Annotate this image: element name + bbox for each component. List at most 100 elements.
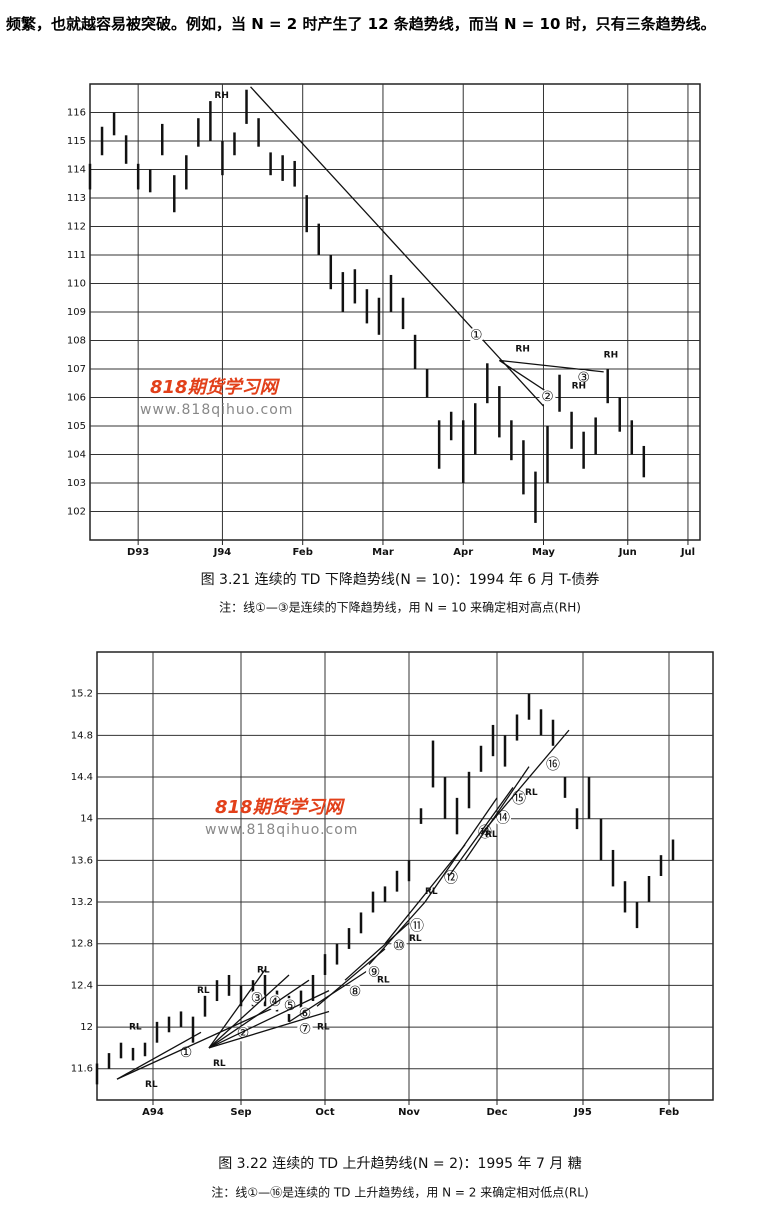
note: 注：线①—③是连续的下降趋势线，用 N = 10 来确定相对高点(RH) <box>219 600 581 615</box>
x-tick-label: D93 <box>127 547 149 558</box>
y-tick-label: 103 <box>67 478 86 489</box>
label-backdrop <box>539 389 556 406</box>
caption: 图 3.22 连续的 TD 上升趋势线(N = 2)：1995 年 7 月 糖 <box>218 1155 582 1172</box>
trendline <box>208 990 330 1049</box>
x-tick-label: Jun <box>618 547 637 558</box>
y-tick-label: 114 <box>67 165 86 176</box>
y-tick-label: 105 <box>67 421 86 432</box>
watermark-title: 818期货学习网 <box>215 797 346 818</box>
y-tick-label: 108 <box>67 336 86 347</box>
annotation: RL <box>213 1059 226 1069</box>
annotation: RL <box>317 1023 330 1033</box>
annotation: RH <box>515 345 529 355</box>
annotation: RL <box>425 887 438 897</box>
trendline-label: ⑮ <box>512 791 526 807</box>
watermark-url: www.818qihuo.com <box>140 402 293 418</box>
trendline <box>116 1031 202 1080</box>
annotation: RL <box>197 986 210 996</box>
x-tick-label: Feb <box>659 1107 679 1118</box>
x-tick-label: A94 <box>142 1107 164 1118</box>
watermark-url: www.818qihuo.com <box>205 822 358 838</box>
y-tick-label: 102 <box>67 507 86 518</box>
y-tick-label: 13.2 <box>71 897 93 908</box>
annotation: RL <box>485 830 498 840</box>
annotation: RL <box>145 1080 158 1090</box>
note: 注：线①—⑯是连续的 TD 上升趋势线，用 N = 2 来确定相对低点(RL) <box>211 1185 588 1200</box>
label-backdrop <box>468 327 485 344</box>
trendline <box>424 797 498 903</box>
y-tick-label: 111 <box>67 250 86 261</box>
label-backdrop <box>391 938 407 955</box>
y-tick-label: 11.6 <box>71 1064 93 1075</box>
trendline-label: ③ <box>251 990 264 1006</box>
x-tick-label: Sep <box>230 1107 251 1118</box>
annotation: RH <box>214 91 228 101</box>
trendline-label: ⑯ <box>546 757 560 773</box>
trendline <box>499 359 604 373</box>
x-tick-label: Dec <box>486 1107 507 1118</box>
trendline-label: ⑪ <box>410 919 424 935</box>
trendline <box>208 979 310 1049</box>
y-tick-label: 15.2 <box>71 689 93 700</box>
trendline <box>448 787 514 877</box>
plot-frame <box>96 651 714 1101</box>
label-backdrop <box>366 964 382 981</box>
intro-box: 频繁，也就越容易被突破。例如，当 N = 2 时产生了 12 条趋势线，而当 N… <box>6 15 716 33</box>
trendline-label: ⑧ <box>349 984 362 1000</box>
trendline <box>384 844 466 945</box>
label-backdrop <box>297 1021 313 1038</box>
x-tick-label: Apr <box>453 547 473 558</box>
annotation: RL <box>257 965 270 975</box>
label-backdrop <box>409 918 425 935</box>
label-backdrop <box>575 370 592 386</box>
y-tick-label: 104 <box>67 450 86 461</box>
annotation: RL <box>377 976 390 986</box>
trendline-label: ③ <box>577 370 590 386</box>
x-tick-label: J94 <box>213 547 232 558</box>
trendline-label: ① <box>470 327 483 343</box>
trendline <box>208 974 290 1049</box>
x-tick-label: J95 <box>573 1107 592 1118</box>
annotation: RH <box>572 382 586 392</box>
y-tick-label: 106 <box>67 393 86 404</box>
annotation: RL <box>129 1023 142 1033</box>
label-backdrop <box>495 810 511 827</box>
x-tick-label: Nov <box>398 1107 420 1118</box>
y-tick-label: 107 <box>67 364 86 375</box>
trendline-label: ⑩ <box>393 938 406 954</box>
trendline-label: ⑭ <box>496 811 510 827</box>
label-backdrop <box>443 870 459 887</box>
intro-text: 频繁，也就越容易被突破。例如，当 N = 2 时产生了 12 条趋势线，而当 N… <box>6 15 716 33</box>
trendline <box>368 901 426 965</box>
label-backdrop <box>249 990 265 1007</box>
x-tick-label: Jul <box>680 547 695 558</box>
label-backdrop <box>282 998 298 1015</box>
annotation: RL <box>409 934 422 944</box>
trendline <box>116 1005 278 1080</box>
trendline-label: ⑨ <box>368 964 381 980</box>
y-tick-label: 14.4 <box>71 772 93 783</box>
y-tick-label: 12.4 <box>71 980 93 991</box>
y-tick-label: 12 <box>80 1022 93 1033</box>
trendline <box>208 969 266 1049</box>
y-tick-label: 109 <box>67 307 86 318</box>
trendline <box>250 86 544 407</box>
trendline-label: ⑫ <box>444 870 458 886</box>
caption: 图 3.21 连续的 TD 下降趋势线(N = 10)：1994 年 6 月 T… <box>201 571 600 588</box>
annotation: RL <box>525 788 538 798</box>
trendline <box>208 1010 330 1049</box>
label-backdrop <box>347 983 363 1000</box>
y-tick-label: 115 <box>67 136 86 147</box>
x-tick-label: May <box>532 547 555 558</box>
y-tick-label: 14.8 <box>71 730 93 741</box>
x-tick-label: Oct <box>315 1107 334 1118</box>
y-tick-label: 12.8 <box>71 939 93 950</box>
trendline-label: ④ <box>269 994 282 1010</box>
annotation: RH <box>604 350 618 360</box>
x-tick-label: Feb <box>293 547 313 558</box>
y-tick-label: 110 <box>67 279 86 290</box>
y-tick-label: 14 <box>80 814 93 825</box>
trendline <box>480 729 570 835</box>
y-tick-label: 13.6 <box>71 855 93 866</box>
